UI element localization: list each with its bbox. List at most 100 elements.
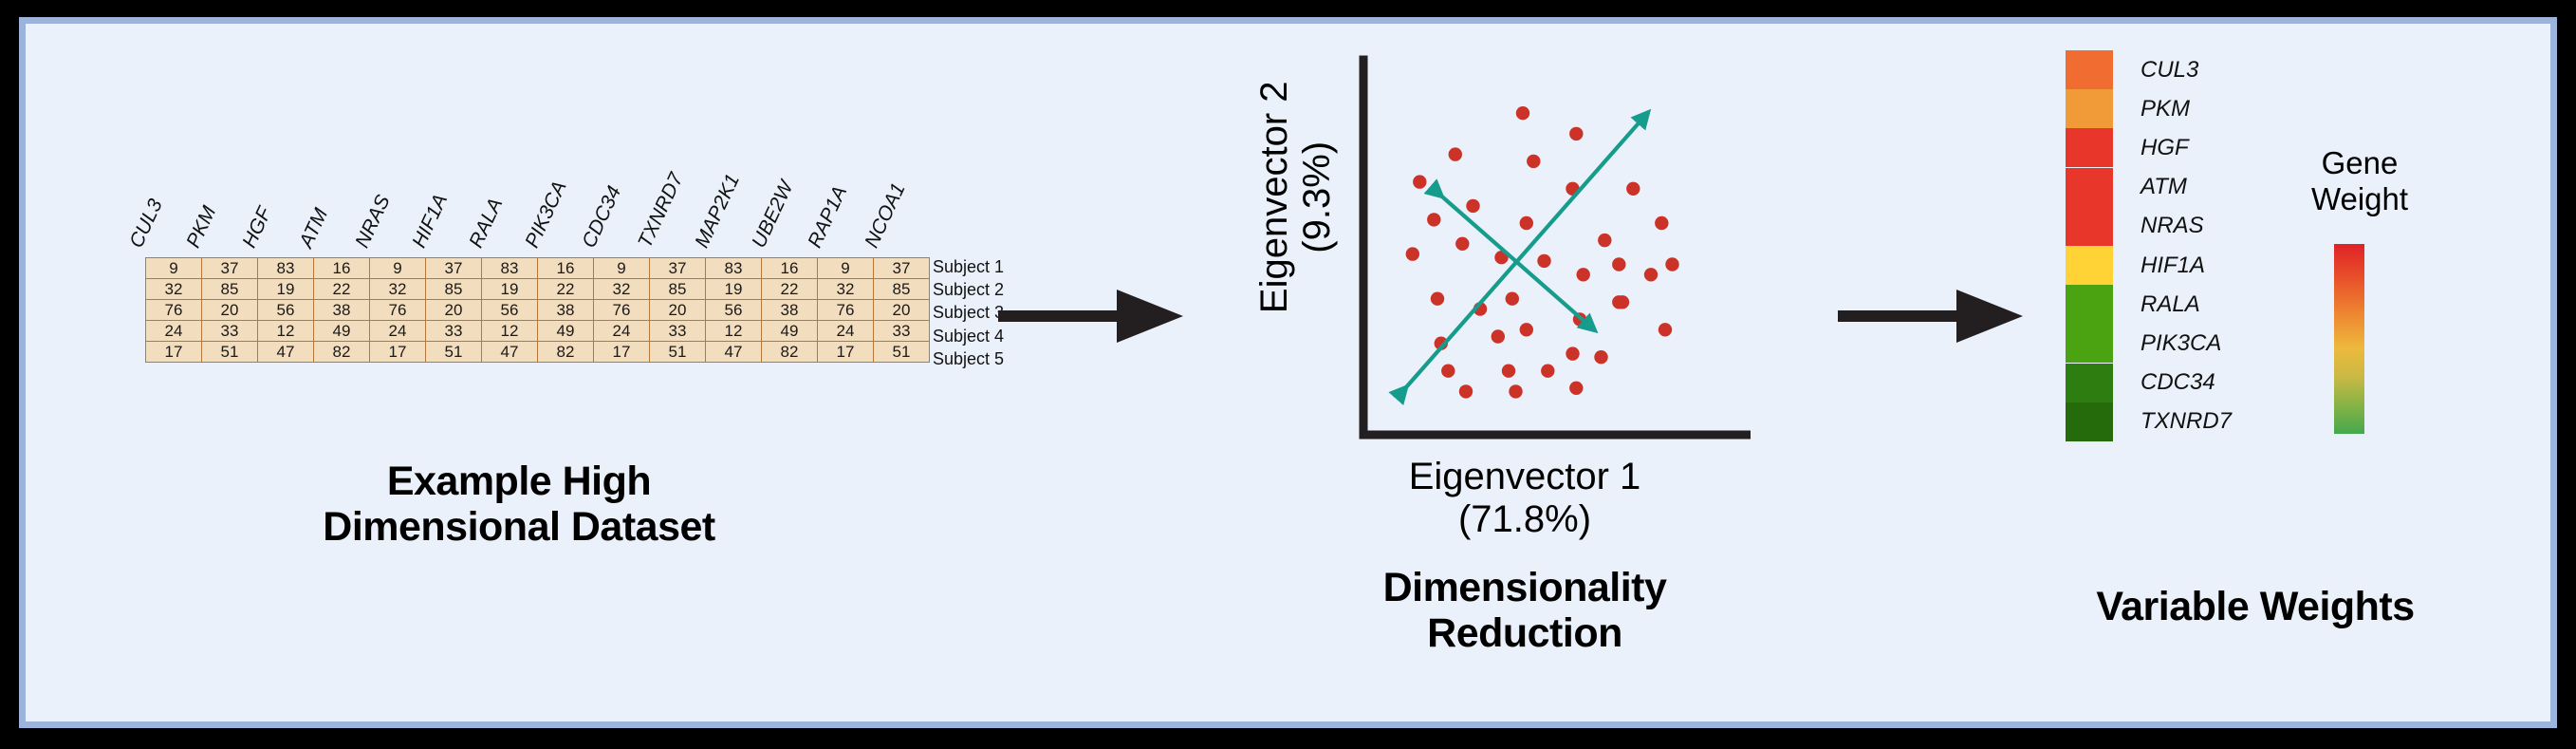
figure-panel: CUL3 PKM HGF ATM NRAS HIF1A RALA PIK3CA CDC34 TXN… <box>19 17 2557 728</box>
table-cell: 19 <box>481 278 538 300</box>
table-cell: 51 <box>649 341 706 363</box>
column-header-ncoa1: NCOA1 <box>861 179 910 252</box>
scatter-point <box>1466 198 1480 214</box>
table-cell: 38 <box>761 299 818 321</box>
table-cell: 20 <box>425 299 482 321</box>
data-table-body: 9 37 83 16 9 37 83 16 9 37 83 16 9 37 32 85 19 22 32 85 19 22… <box>145 257 930 363</box>
table-cell: 19 <box>705 278 762 300</box>
column-header-ube2w: UBE2W <box>747 178 798 252</box>
table-cell: 24 <box>145 320 202 342</box>
row-label-subject-5: Subject 5 <box>933 348 1005 368</box>
table-cell: 32 <box>369 278 426 300</box>
table-column-headers: CUL3 PKM HGF ATM NRAS HIF1A RALA PIK3CA CDC34 TXN… <box>125 119 951 252</box>
table-cell: 51 <box>425 341 482 363</box>
gene-label-hgf: HGF <box>2140 134 2189 160</box>
scatter-point <box>1519 215 1533 231</box>
table-cell: 37 <box>873 257 930 279</box>
table-cell: 82 <box>761 341 818 363</box>
ylabel-line2: (9.3%) <box>1296 140 1338 253</box>
table-cell: 24 <box>369 320 426 342</box>
table-cell: 76 <box>145 299 202 321</box>
table-cell: 49 <box>761 320 818 342</box>
table-cell: 20 <box>649 299 706 321</box>
table-cell: 83 <box>481 257 538 279</box>
gene-weight-row: ATM <box>2066 167 2187 207</box>
scatter-point <box>1665 257 1679 272</box>
gene-color-swatch-pkm <box>2066 89 2113 129</box>
scatter-point <box>1655 215 1669 231</box>
scatter-point <box>1643 268 1659 282</box>
table-cell: 12 <box>257 320 314 342</box>
scatter-point <box>1405 247 1419 261</box>
gene-weight-row: PIK3CA <box>2066 324 2221 364</box>
table-cell: 51 <box>201 341 258 363</box>
eigenvector-1-arrow <box>1388 108 1652 406</box>
table-row: 32 85 19 22 32 85 19 22 32 85 19 22 32 85 <box>145 278 930 300</box>
scatter-point <box>1458 384 1473 399</box>
table-cell: 17 <box>817 341 874 363</box>
scatter-points <box>1405 106 1679 399</box>
table-cell: 85 <box>649 278 706 300</box>
scatter-point <box>1594 350 1608 365</box>
gene-weight-row: HGF <box>2066 128 2189 168</box>
table-cell: 85 <box>425 278 482 300</box>
table-cell: 37 <box>201 257 258 279</box>
table-cell: 47 <box>257 341 314 363</box>
gene-label-pkm: PKM <box>2140 95 2191 122</box>
column-header-cdc34: CDC34 <box>578 182 625 252</box>
gene-color-swatch-atm <box>2066 167 2113 207</box>
gene-weight-row: TXNRD7 <box>2066 402 2232 441</box>
table-cell: 33 <box>649 320 706 342</box>
caption-pca-line1: Dimensionality <box>1382 565 1667 610</box>
table-cell: 49 <box>313 320 370 342</box>
table-cell: 32 <box>817 278 874 300</box>
scatter-point <box>1501 364 1516 378</box>
gene-color-swatch-rala <box>2066 285 2113 325</box>
ylabel-line1: Eigenvector 2 <box>1253 81 1296 314</box>
table-cell: 9 <box>593 257 650 279</box>
table-cell: 19 <box>257 278 314 300</box>
table-row: 76 20 56 38 76 20 56 38 76 20 56 38 76 20 <box>145 299 930 321</box>
legend-title-line1: Gene <box>2321 145 2399 180</box>
scatter-point <box>1598 233 1612 248</box>
scatter-point <box>1448 147 1462 161</box>
table-cell: 16 <box>537 257 594 279</box>
scatter-plot <box>1359 55 1751 440</box>
xlabel-line2: (71.8%) <box>1457 497 1592 540</box>
table-cell: 17 <box>593 341 650 363</box>
gene-weight-row: RALA <box>2066 285 2200 325</box>
table-cell: 82 <box>313 341 370 363</box>
scatter-point <box>1527 154 1541 169</box>
gene-weight-row: CDC34 <box>2066 363 2215 403</box>
gene-color-swatch-pik3ca <box>2066 324 2113 364</box>
caption-dataset-line1: Example High <box>386 459 652 504</box>
column-header-map2k1: MAP2K1 <box>691 170 745 252</box>
column-header-hgf: HGF <box>238 203 277 252</box>
table-cell: 9 <box>145 257 202 279</box>
scatter-point <box>1519 323 1533 337</box>
caption-example-dataset: Example High Dimensional Dataset <box>253 459 785 550</box>
scatter-point <box>1612 295 1626 309</box>
table-cell: 47 <box>481 341 538 363</box>
gene-weight-row: HIF1A <box>2066 246 2205 285</box>
arrow-pca-to-weights <box>1838 290 2023 343</box>
table-cell: 82 <box>537 341 594 363</box>
gene-color-swatch-hgf <box>2066 128 2113 168</box>
table-cell: 12 <box>705 320 762 342</box>
row-label-subject-2: Subject 2 <box>933 280 1005 300</box>
gene-weight-row: PKM <box>2066 89 2191 129</box>
scatter-point <box>1658 323 1673 337</box>
axis-label-eigenvector-1: Eigenvector 1 (71.8%) <box>1325 456 1724 541</box>
table-cell: 37 <box>649 257 706 279</box>
table-cell: 24 <box>593 320 650 342</box>
table-cell: 12 <box>481 320 538 342</box>
table-cell: 24 <box>817 320 874 342</box>
scatter-point <box>1569 381 1584 395</box>
legend-title-gene-weight: Gene Weight <box>2279 145 2440 216</box>
table-cell: 47 <box>705 341 762 363</box>
scatter-point <box>1626 181 1640 196</box>
gene-color-swatch-txnrd7 <box>2066 402 2113 441</box>
gene-label-atm: ATM <box>2140 174 2187 200</box>
scatter-point <box>1612 257 1626 272</box>
gene-color-swatch-hif1a <box>2066 246 2113 285</box>
